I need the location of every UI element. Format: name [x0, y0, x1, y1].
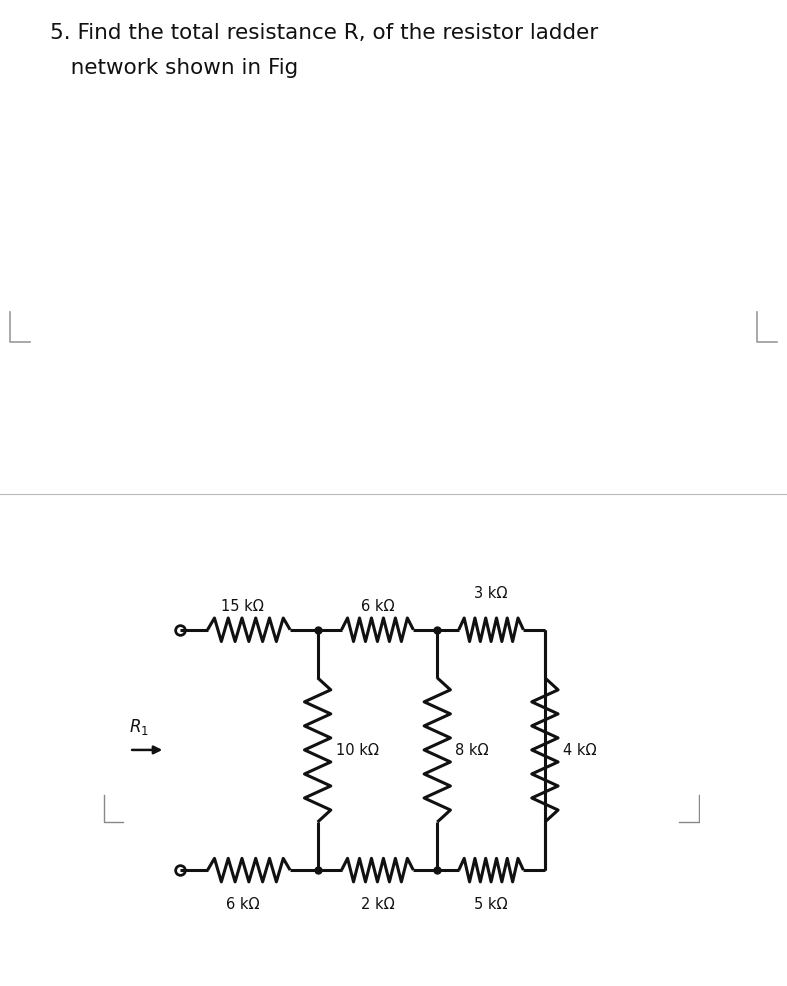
- Text: 15 kΩ: 15 kΩ: [221, 599, 264, 613]
- Text: 4 kΩ: 4 kΩ: [563, 742, 597, 757]
- Text: 5. Find the total resistance R, of the resistor ladder: 5. Find the total resistance R, of the r…: [50, 23, 598, 43]
- Text: 6 kΩ: 6 kΩ: [226, 896, 260, 911]
- Text: 6 kΩ: 6 kΩ: [360, 599, 394, 613]
- Text: network shown in Fig: network shown in Fig: [50, 58, 298, 78]
- Text: 10 kΩ: 10 kΩ: [335, 742, 379, 757]
- Text: 3 kΩ: 3 kΩ: [475, 586, 508, 600]
- Text: 2 kΩ: 2 kΩ: [360, 896, 394, 911]
- Text: $R_1$: $R_1$: [129, 716, 150, 737]
- Text: 8 kΩ: 8 kΩ: [455, 742, 489, 757]
- Text: 5 kΩ: 5 kΩ: [475, 896, 508, 911]
